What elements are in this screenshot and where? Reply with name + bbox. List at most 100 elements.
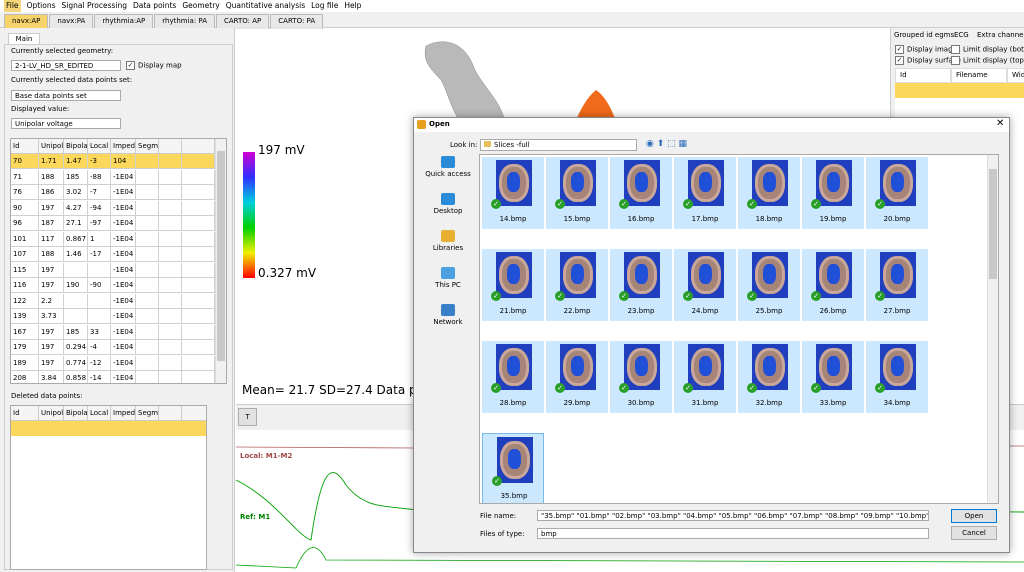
map-tab[interactable]: rhythmia:AP: [94, 14, 154, 29]
file-item[interactable]: ✓ 33.bmp: [802, 341, 864, 413]
selected-row[interactable]: [11, 421, 206, 436]
display-map-checkbox[interactable]: ✓ Display map: [126, 61, 182, 70]
file-name-input[interactable]: "35.bmp" "01.bmp" "02.bmp" "03.bmp" "04.…: [537, 510, 929, 521]
points-set-select[interactable]: Base data points set: [11, 90, 121, 101]
file-item[interactable]: ✓ 20.bmp: [866, 157, 928, 229]
checkbox-box[interactable]: ✓: [895, 45, 904, 54]
map-tab[interactable]: navx:AP: [4, 14, 49, 29]
place[interactable]: Libraries: [420, 230, 476, 252]
file-item[interactable]: ✓ 24.bmp: [674, 249, 736, 321]
checkbox-box[interactable]: [951, 56, 960, 65]
file-item[interactable]: ✓ 14.bmp: [482, 157, 544, 229]
thumbnail: [560, 252, 596, 298]
cavity: [508, 449, 521, 469]
menu-item[interactable]: Quantitative analysis: [225, 1, 306, 10]
file-item[interactable]: ✓ 18.bmp: [738, 157, 800, 229]
look-in-select[interactable]: Slices -full: [480, 139, 637, 151]
column-header[interactable]: [159, 139, 182, 154]
file-item[interactable]: ✓ 16.bmp: [610, 157, 672, 229]
nav-buttons[interactable]: ◉ ⬆ ⬚ ▦: [646, 139, 687, 149]
column-header[interactable]: Impeda: [111, 139, 136, 154]
column-header[interactable]: Unipol: [39, 406, 64, 421]
scroll-thumb[interactable]: [217, 151, 225, 361]
option[interactable]: Limit display (bottom): [951, 45, 1024, 54]
map-tab[interactable]: navx:PA: [49, 14, 94, 29]
map-tab[interactable]: CARTO: AP: [215, 14, 270, 29]
option[interactable]: Limit display (top): [951, 56, 1024, 65]
file-item[interactable]: ✓ 30.bmp: [610, 341, 672, 413]
file-item[interactable]: ✓ 21.bmp: [482, 249, 544, 321]
column-header[interactable]: [182, 139, 215, 154]
column-header[interactable]: Width[m: [1007, 68, 1024, 83]
column-header[interactable]: Filename: [951, 68, 1007, 83]
file-item[interactable]: ✓ 25.bmp: [738, 249, 800, 321]
file-item[interactable]: ✓ 26.bmp: [802, 249, 864, 321]
file-item[interactable]: ✓ 23.bmp: [610, 249, 672, 321]
column-header[interactable]: Segme: [136, 139, 159, 154]
close-button[interactable]: ✕: [996, 118, 1005, 129]
cavity: [891, 172, 904, 192]
file-item[interactable]: ✓ 29.bmp: [546, 341, 608, 413]
column-header[interactable]: [182, 406, 206, 421]
file-item[interactable]: ✓ 22.bmp: [546, 249, 608, 321]
file-item[interactable]: ✓ 17.bmp: [674, 157, 736, 229]
place[interactable]: This PC: [420, 267, 476, 289]
table-cell: [159, 185, 182, 200]
column-header[interactable]: Bipolar: [64, 406, 88, 421]
file-type-select[interactable]: bmp: [537, 528, 929, 539]
place[interactable]: Quick access: [420, 156, 476, 178]
column-header[interactable]: Id: [895, 68, 951, 83]
panel-tab[interactable]: Extra channels: [977, 31, 1024, 39]
geometry-select[interactable]: 2-1-LV_HD_SR_EDITED: [11, 60, 121, 71]
menu-item[interactable]: Signal Processing: [61, 1, 127, 10]
table-cell: [159, 154, 182, 169]
panel-tab[interactable]: Grouped id egms: [894, 31, 955, 39]
button[interactable]: T: [238, 408, 257, 426]
menu-item[interactable]: Geometry: [182, 1, 220, 10]
open-button[interactable]: Open: [951, 509, 997, 523]
checkbox-box[interactable]: ✓: [126, 61, 135, 70]
column-header[interactable]: Segme: [136, 406, 159, 421]
displayed-value-select[interactable]: Unipolar voltage: [11, 118, 121, 129]
option[interactable]: ✓ Display images: [895, 45, 960, 54]
selected-row[interactable]: [895, 83, 1024, 98]
place[interactable]: Desktop: [420, 193, 476, 215]
file-item[interactable]: ✓ 32.bmp: [738, 341, 800, 413]
menu-item[interactable]: File: [4, 0, 21, 12]
file-item[interactable]: ✓ 34.bmp: [866, 341, 928, 413]
file-name: 19.bmp: [819, 215, 847, 223]
file-item[interactable]: ✓ 35.bmp: [482, 433, 544, 503]
selected-row[interactable]: [11, 154, 215, 169]
checkbox-box[interactable]: [951, 45, 960, 54]
menu-item[interactable]: Log file: [311, 1, 339, 10]
column-header[interactable]: Id: [11, 406, 39, 421]
file-item[interactable]: ✓ 27.bmp: [866, 249, 928, 321]
file-item[interactable]: ✓ 31.bmp: [674, 341, 736, 413]
column-header[interactable]: Impeda: [111, 406, 136, 421]
checkbox-box[interactable]: ✓: [895, 56, 904, 65]
column-header[interactable]: Id: [11, 139, 39, 154]
map-tab[interactable]: rhythmia: PA: [154, 14, 215, 29]
scrollbar: [215, 139, 226, 383]
main-tab[interactable]: Main: [8, 33, 40, 45]
cancel-button[interactable]: Cancel: [951, 526, 997, 540]
menu-item[interactable]: Options: [26, 1, 56, 10]
panel-tab[interactable]: ECG: [954, 31, 969, 39]
scroll-thumb[interactable]: [989, 169, 997, 279]
map-tab[interactable]: CARTO: PA: [270, 14, 324, 29]
column-header[interactable]: [159, 406, 182, 421]
option[interactable]: ✓ Display surface: [895, 56, 961, 65]
thumbnail: [688, 160, 724, 206]
column-header[interactable]: Local A: [88, 139, 111, 154]
menu-item[interactable]: Help: [344, 1, 362, 10]
file-item[interactable]: ✓ 19.bmp: [802, 157, 864, 229]
column-header[interactable]: Unipol: [39, 139, 64, 154]
file-item[interactable]: ✓ 28.bmp: [482, 341, 544, 413]
file-item[interactable]: ✓ 15.bmp: [546, 157, 608, 229]
table-cell: [159, 293, 182, 309]
place[interactable]: Network: [420, 304, 476, 326]
signal-label: Ref: M1: [240, 513, 271, 521]
column-header[interactable]: Bipolar: [64, 139, 88, 154]
column-header[interactable]: Local A: [88, 406, 111, 421]
menu-item[interactable]: Data points: [133, 1, 177, 10]
